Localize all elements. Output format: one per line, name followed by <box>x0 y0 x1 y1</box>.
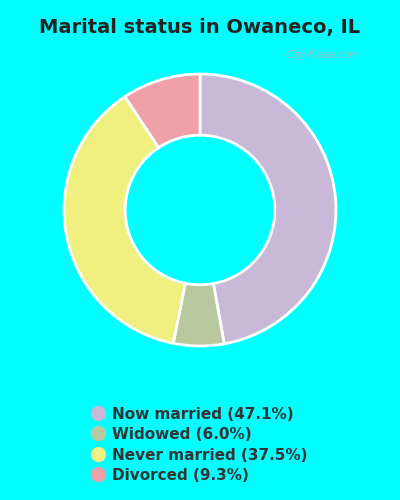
Text: Marital status in Owaneco, IL: Marital status in Owaneco, IL <box>40 18 360 36</box>
Wedge shape <box>173 284 224 346</box>
Wedge shape <box>125 74 200 148</box>
Legend: Now married (47.1%), Widowed (6.0%), Never married (37.5%), Divorced (9.3%): Now married (47.1%), Widowed (6.0%), Nev… <box>92 407 308 483</box>
Wedge shape <box>64 96 185 344</box>
Wedge shape <box>200 74 336 344</box>
Text: City-Data.com: City-Data.com <box>286 50 360 60</box>
